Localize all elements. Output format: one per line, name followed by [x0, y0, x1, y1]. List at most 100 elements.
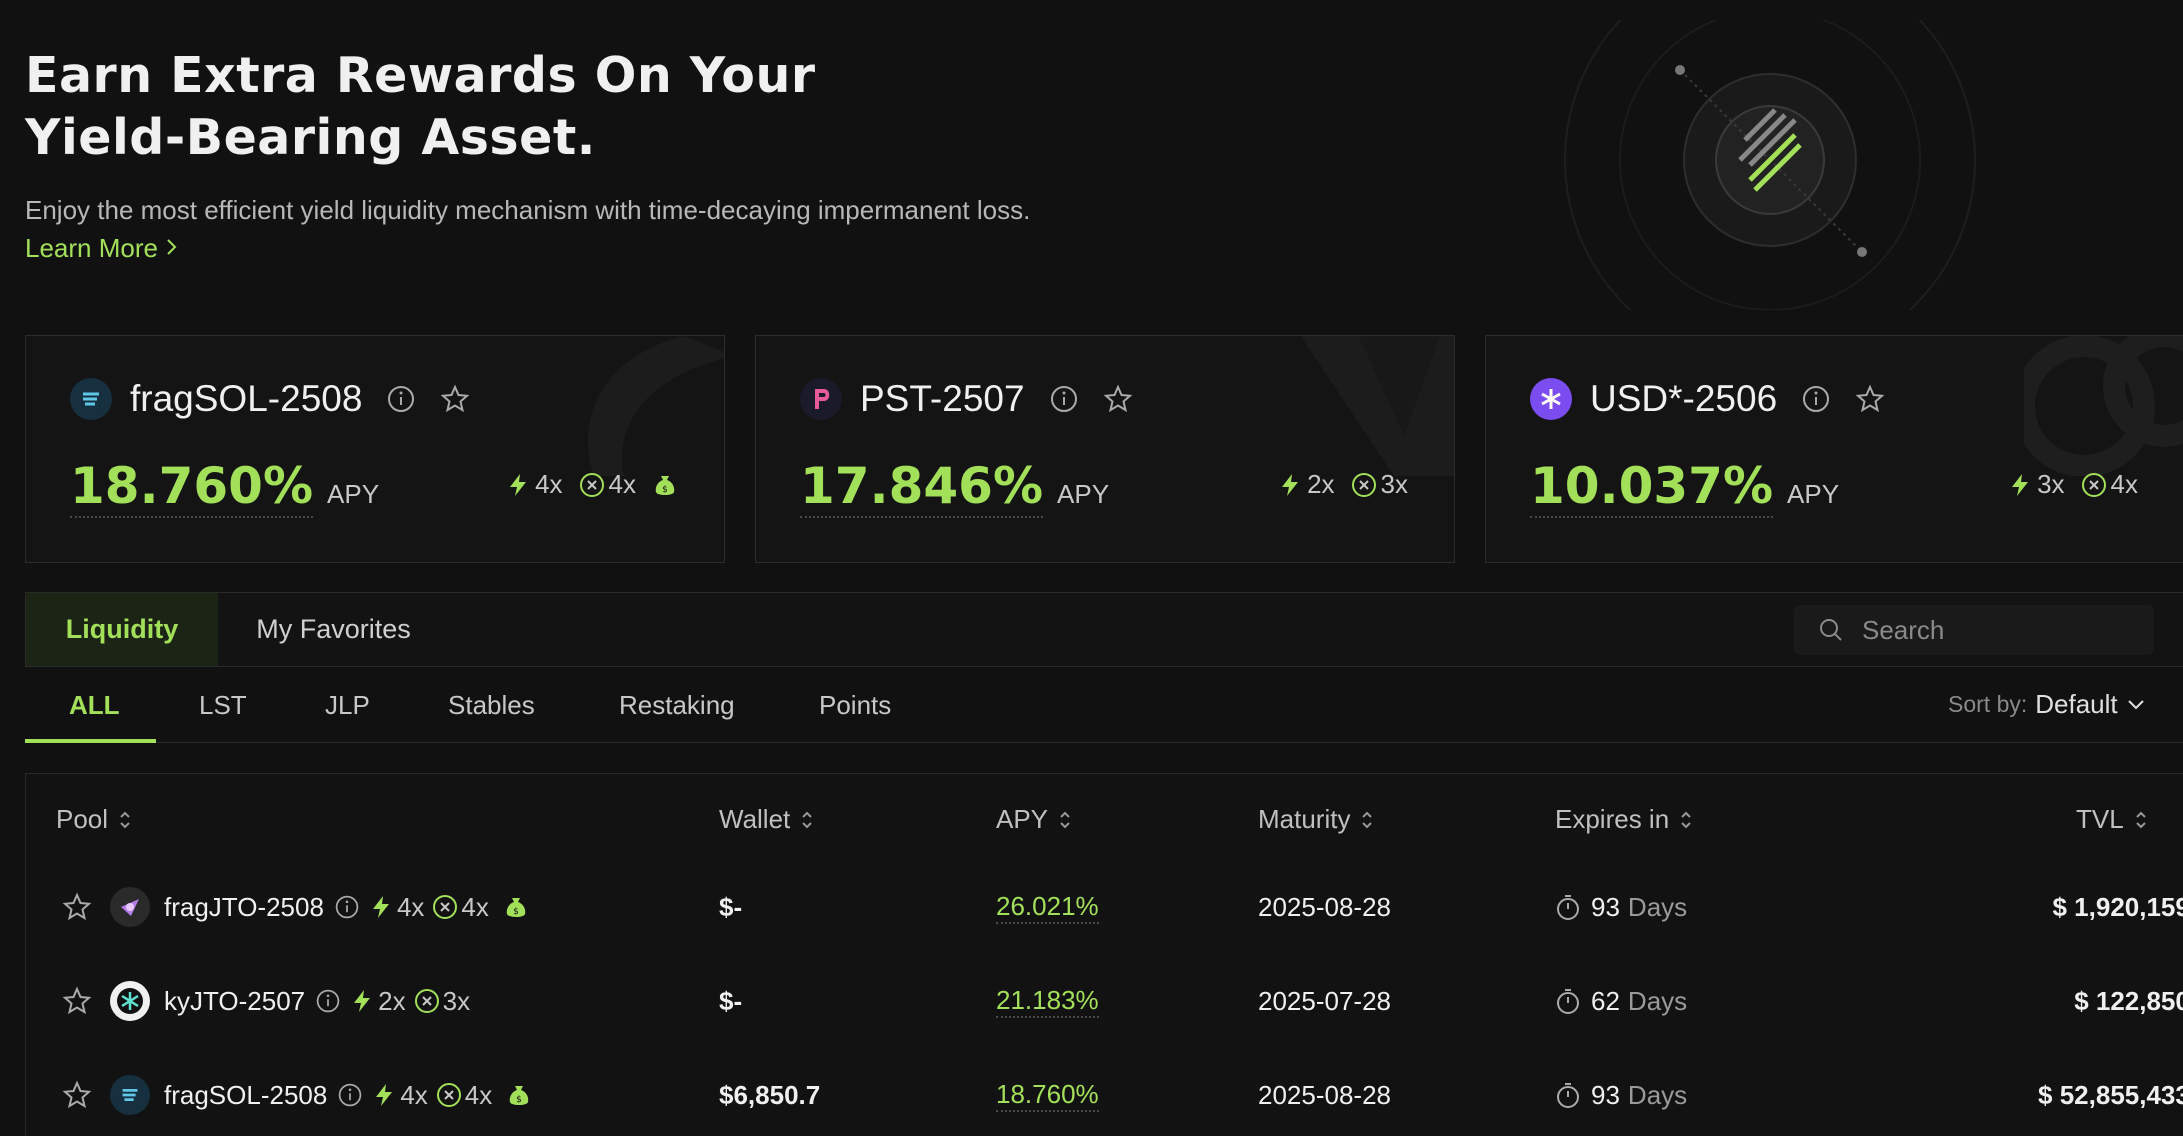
apy-value[interactable]: 18.760%	[996, 1078, 1099, 1112]
filter-lst[interactable]: LST	[199, 689, 247, 720]
points-boost[interactable]: 2x	[349, 985, 406, 1017]
pst-token-icon	[800, 378, 842, 420]
card-boosts: 3x 4x	[1997, 469, 2138, 500]
card-apy-value[interactable]: 17.846%	[800, 456, 1044, 518]
card-header: fragSOL-2508	[70, 378, 470, 420]
boost-value: 4x	[461, 891, 489, 922]
table-row[interactable]: fragSOL-2508 4x 4x $ $6,850.7 18.760% 20…	[26, 1048, 2183, 1136]
card-pool-name: fragSOL-2508	[130, 378, 363, 419]
star-icon[interactable]	[62, 986, 92, 1016]
points-boost[interactable]: 3x	[2007, 469, 2065, 500]
points-boost[interactable]: 4x	[505, 469, 563, 500]
search-input[interactable]	[1862, 614, 2142, 646]
points-boost[interactable]: 4x	[371, 1079, 428, 1111]
star-icon[interactable]	[1103, 384, 1133, 414]
boost-value: 4x	[535, 469, 563, 499]
money-bag-icon[interactable]: $	[506, 1082, 532, 1108]
sort-dropdown[interactable]: Sort by: Default	[1948, 689, 2146, 720]
maturity-date: 2025-07-28	[1258, 985, 1391, 1016]
points-boost[interactable]: 2x	[1277, 469, 1335, 500]
sort-icon	[1681, 811, 1691, 828]
column-header-maturity[interactable]: Maturity	[1258, 804, 1374, 835]
svg-text:$: $	[662, 485, 668, 495]
pool-cell: fragSOL-2508 4x 4x $	[62, 1048, 532, 1136]
featured-card[interactable]: USD*-2506 10.037% APY 3x 4x	[1485, 335, 2183, 563]
star-icon[interactable]	[62, 892, 92, 922]
column-header-tvl[interactable]: TVL	[2076, 804, 2148, 835]
featured-card[interactable]: PST-2507 17.846% APY 2x 3x	[755, 335, 1455, 563]
money-bag-icon[interactable]: $	[652, 472, 678, 498]
column-header-pool[interactable]: Pool	[56, 804, 132, 835]
card-apy-value[interactable]: 10.037%	[1530, 456, 1774, 518]
multiplier-boost[interactable]: 4x	[436, 1080, 492, 1111]
sort-icon	[1362, 811, 1373, 828]
card-apy: 18.760% APY	[70, 456, 379, 518]
header-label: Wallet	[719, 804, 791, 834]
pool-name: kyJTO-2507	[164, 985, 306, 1016]
info-icon[interactable]	[1049, 384, 1079, 414]
maturity-date: 2025-08-28	[1258, 891, 1391, 922]
days-count: 62	[1591, 985, 1620, 1016]
column-header-wallet[interactable]: Wallet	[719, 804, 814, 835]
star-icon[interactable]	[62, 1080, 92, 1110]
star-icon[interactable]	[1855, 384, 1885, 414]
search-box[interactable]	[1794, 605, 2154, 655]
fragjto-token-icon	[110, 887, 150, 927]
header-label: Maturity	[1258, 804, 1351, 834]
header-label: Expires in	[1555, 804, 1670, 834]
card-apy: 17.846% APY	[800, 456, 1109, 518]
lightning-icon	[510, 473, 527, 496]
svg-text:$: $	[516, 1095, 522, 1105]
card-apy-label: APY	[1057, 479, 1110, 509]
tab-liquidity[interactable]: Liquidity	[26, 593, 218, 666]
info-icon[interactable]	[386, 384, 416, 414]
lightning-icon	[376, 1084, 393, 1106]
lightning-icon	[1282, 473, 1299, 496]
days-count: 93	[1591, 891, 1620, 922]
tab-my-favorites[interactable]: My Favorites	[256, 614, 411, 644]
filter-stables[interactable]: Stables	[448, 689, 535, 720]
multiplier-boost[interactable]: 3x	[1351, 469, 1408, 500]
card-boosts: 4x 4x $	[495, 469, 678, 500]
filter-jlp[interactable]: JLP	[325, 689, 370, 720]
star-icon[interactable]	[440, 384, 470, 414]
apy-cell: 21.183%	[996, 954, 1099, 1048]
points-boost[interactable]: 4x	[368, 892, 424, 923]
lightning-icon	[372, 896, 389, 918]
info-icon[interactable]	[334, 894, 360, 920]
expires-cell: 93 Days	[1555, 1048, 1687, 1136]
boost-value: 2x	[1307, 469, 1335, 499]
featured-card[interactable]: fragSOL-2508 18.760% APY 4x 4x $	[25, 335, 725, 563]
circle-x-icon	[436, 1083, 461, 1107]
money-bag-icon[interactable]: $	[503, 894, 529, 920]
column-header-expires[interactable]: Expires in	[1555, 804, 1693, 835]
info-icon[interactable]	[337, 1082, 363, 1108]
boost-value: 4x	[2110, 469, 2138, 499]
boost-value: 3x	[442, 985, 471, 1016]
days-label: Days	[1627, 985, 1688, 1016]
apy-value[interactable]: 26.021%	[996, 890, 1099, 924]
info-icon[interactable]	[1801, 384, 1831, 414]
sort-icon	[120, 811, 130, 828]
info-icon[interactable]	[315, 988, 341, 1014]
multiplier-boost[interactable]: 4x	[579, 469, 636, 500]
sort-icon	[2135, 811, 2146, 828]
multiplier-boost[interactable]: 3x	[414, 986, 470, 1017]
boost-value: 4x	[400, 1079, 428, 1110]
learn-more-link[interactable]: Learn More	[25, 233, 179, 263]
filter-all[interactable]: ALL	[69, 689, 120, 720]
boost-value: 4x	[608, 469, 636, 499]
circle-x-icon	[433, 895, 458, 919]
table-row[interactable]: kyJTO-2507 2x 3x $- 21.183% 2025-07-28 6…	[26, 954, 2183, 1048]
boost-value: 2x	[378, 985, 406, 1016]
filter-restaking[interactable]: Restaking	[619, 689, 735, 720]
table-row[interactable]: fragJTO-2508 4x 4x $ $- 26.021% 2025-08-…	[26, 860, 2183, 954]
multiplier-boost[interactable]: 4x	[2081, 469, 2138, 500]
filter-points[interactable]: Points	[819, 689, 892, 720]
lightning-icon	[354, 990, 371, 1012]
column-header-apy[interactable]: APY	[996, 804, 1072, 835]
apy-value[interactable]: 21.183%	[996, 984, 1099, 1018]
card-apy-value[interactable]: 18.760%	[70, 456, 314, 518]
kyjto-token-icon	[110, 981, 150, 1021]
multiplier-boost[interactable]: 4x	[432, 891, 489, 923]
